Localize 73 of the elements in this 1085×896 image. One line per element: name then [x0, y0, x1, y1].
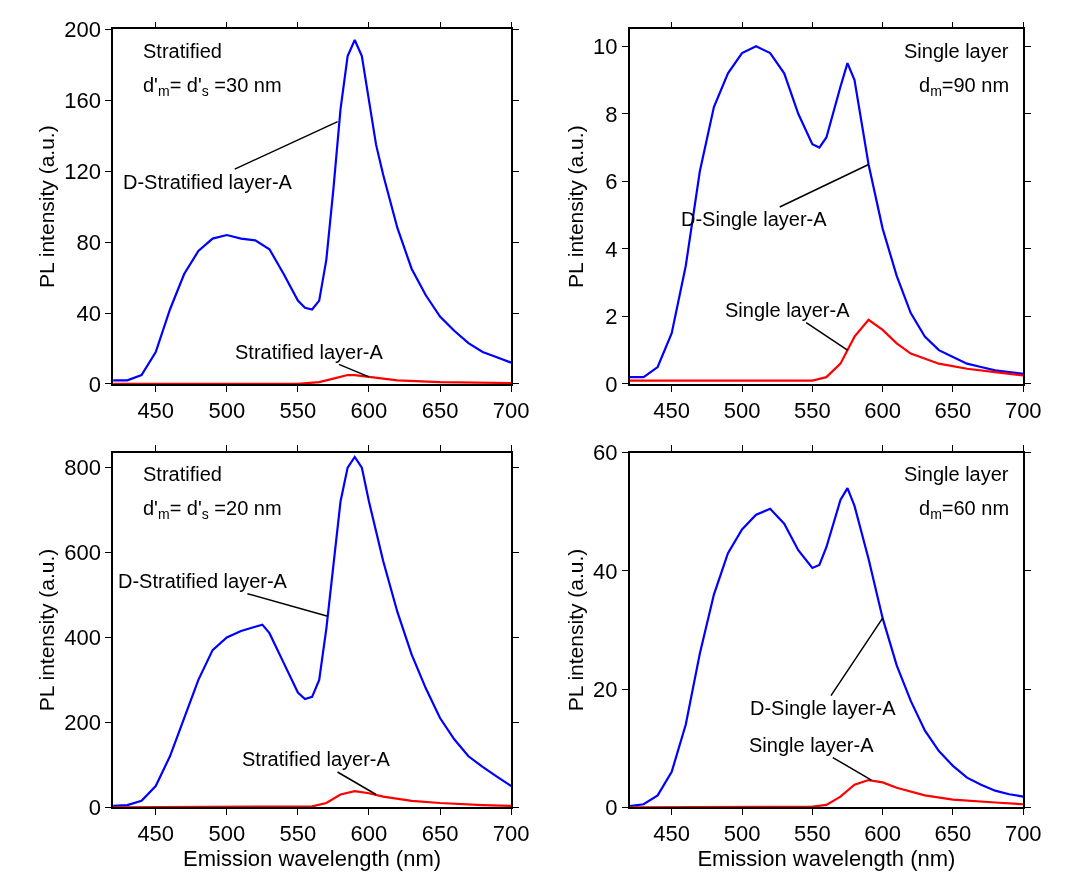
line-series	[113, 38, 512, 382]
x-tick-label: 450	[653, 821, 691, 847]
y-tick-label: 0	[88, 794, 101, 820]
x-tick-label: 600	[350, 821, 388, 847]
line-series	[629, 45, 1024, 379]
y-tick-label: 0	[605, 794, 618, 820]
y-tick-label: 120	[64, 158, 101, 184]
annotation: D-Stratified layer-A	[123, 171, 293, 193]
x-tick-label: 500	[208, 821, 246, 847]
x-tick-label: 700	[1004, 821, 1042, 847]
x-tick-label: 500	[723, 821, 761, 847]
y-tick-label: 200	[64, 710, 101, 736]
y-tick-label: 400	[64, 625, 101, 651]
x-tick-label: 650	[421, 398, 459, 424]
annotation: Single layer	[904, 40, 1009, 62]
y-tick-label: 80	[76, 229, 101, 255]
x-tick-label: 550	[793, 821, 831, 847]
x-tick-label: 700	[492, 821, 530, 847]
y-tick-label: 4	[605, 236, 618, 262]
y-axis-title: PL intensity (a.u.)	[34, 125, 58, 288]
y-tick-label: 0	[605, 371, 618, 397]
x-axis-title: Emission wavelength (nm)	[183, 846, 442, 872]
line-series	[113, 373, 512, 384]
annotation: d$_{m}$=60 nm	[919, 497, 1010, 523]
x-tick-label: 700	[1004, 398, 1042, 424]
line-series	[113, 789, 512, 808]
x-tick-label: 500	[208, 398, 246, 424]
x-tick-label: 450	[137, 398, 175, 424]
annotation: Single layer-A	[749, 734, 875, 756]
line-series	[629, 778, 1024, 808]
y-tick-label: 10	[592, 34, 618, 59]
annotation: Single layer	[904, 463, 1009, 485]
x-tick-label: 550	[279, 398, 317, 424]
x-tick-label: 550	[793, 398, 831, 424]
annotation: d$_{m}$=90 nm	[919, 74, 1010, 100]
y-tick-label: 20	[592, 676, 618, 702]
y-tick-label: 60	[592, 440, 618, 466]
y-axis-title: PL intensity (a.u.)	[563, 548, 587, 712]
x-tick-label: 700	[492, 398, 530, 424]
x-tick-label: 600	[350, 398, 388, 424]
x-tick-label: 450	[137, 821, 175, 847]
line-series	[629, 487, 1024, 808]
y-tick-label: 2	[605, 304, 618, 330]
x-tick-label: 600	[864, 821, 901, 847]
line-series	[113, 455, 512, 808]
annotation: Single layer-A	[725, 299, 851, 321]
x-axis-title: Emission wavelength (nm)	[697, 846, 956, 872]
x-tick-label: 450	[653, 398, 691, 424]
y-tick-label: 6	[605, 169, 618, 195]
y-tick-label: 8	[605, 101, 618, 127]
y-tick-label: 800	[64, 455, 101, 481]
y-tick-label: 600	[64, 540, 101, 566]
y-tick-label: 40	[76, 300, 101, 326]
y-axis-title: PL intensity (a.u.)	[563, 125, 587, 288]
annotation: D-Stratified layer-A	[118, 570, 288, 592]
x-tick-label: 500	[723, 398, 761, 424]
x-tick-label: 550	[279, 821, 317, 847]
annotation: Stratified layer-A	[235, 341, 384, 363]
y-tick-label: 200	[64, 17, 101, 43]
annotation: d'$_{m}$= d'$_{s}$ =20 nm	[143, 497, 282, 523]
x-tick-label: 650	[934, 821, 972, 847]
x-tick-label: 650	[934, 398, 972, 424]
y-tick-label: 160	[64, 88, 101, 114]
annotation: Stratified layer-A	[242, 748, 391, 770]
annotation: D-Single layer-A	[750, 697, 897, 719]
x-tick-label: 600	[864, 398, 901, 424]
y-tick-label: 0	[88, 371, 101, 397]
y-tick-label: 40	[592, 558, 618, 584]
y-axis-title: PL intensity (a.u.)	[34, 548, 58, 712]
annotation: Stratified	[143, 463, 222, 485]
annotation: Stratified	[143, 40, 222, 62]
x-tick-label: 650	[421, 821, 459, 847]
annotation: d'$_{m}$= d'$_{s}$ =30 nm	[143, 74, 282, 100]
